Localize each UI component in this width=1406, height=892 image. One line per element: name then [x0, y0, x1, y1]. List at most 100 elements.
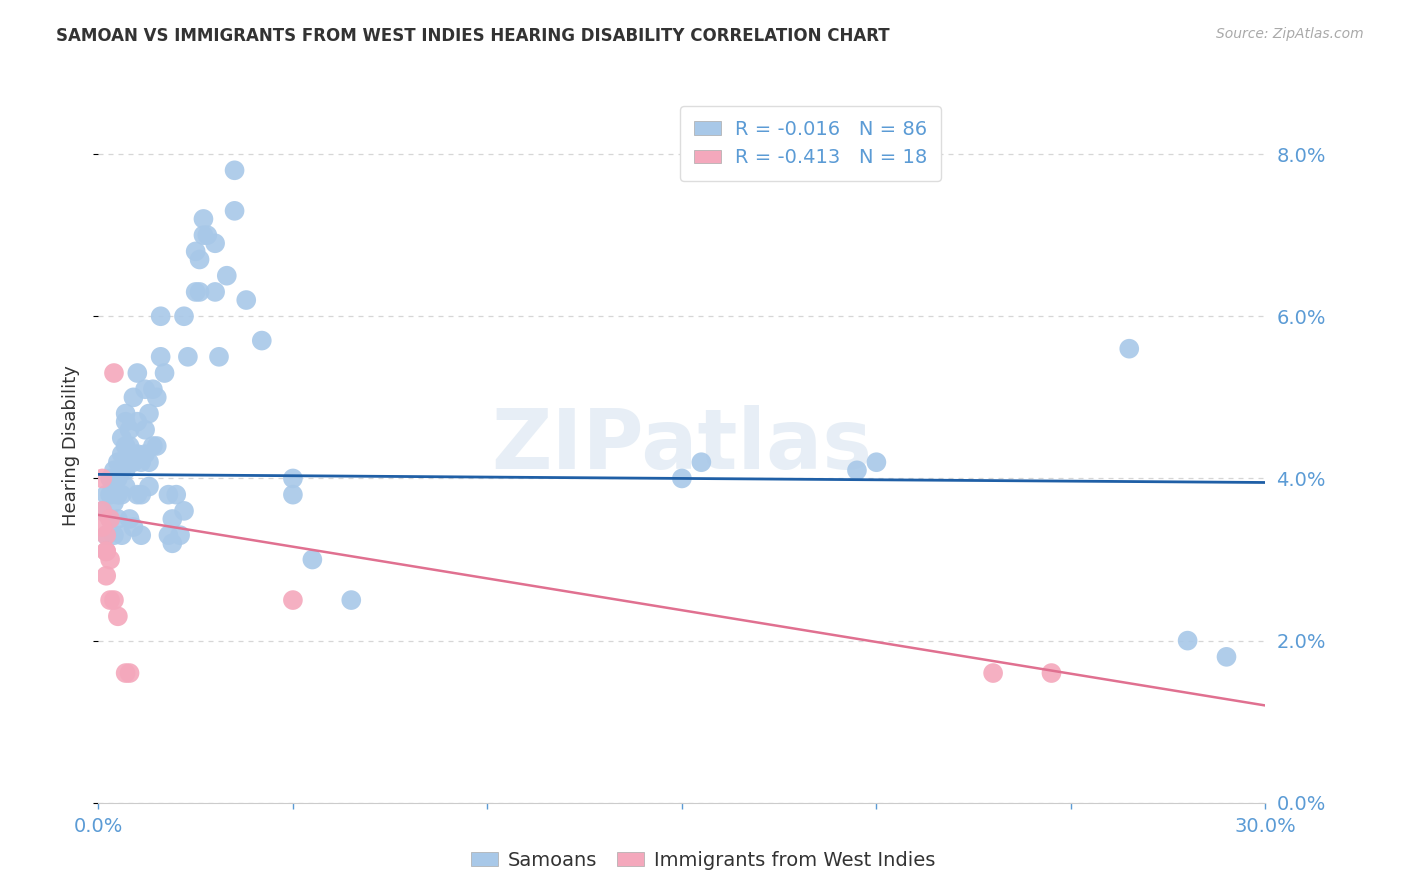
Point: [865, 455, 887, 469]
Point: [114, 407, 136, 421]
Point: [173, 310, 195, 324]
Point: [188, 285, 211, 299]
Point: [281, 488, 304, 502]
Point: [1040, 666, 1063, 681]
Point: [96, 488, 118, 502]
Point: [173, 504, 195, 518]
Point: [96, 544, 118, 558]
Point: [157, 528, 180, 542]
Point: [91, 504, 114, 518]
Point: [281, 593, 304, 607]
Point: [98, 512, 121, 526]
Point: [129, 488, 152, 502]
Point: [1215, 649, 1237, 664]
Point: [103, 463, 125, 477]
Point: [114, 439, 136, 453]
Point: [122, 520, 145, 534]
Point: [981, 666, 1004, 681]
Point: [153, 366, 176, 380]
Point: [195, 228, 218, 243]
Point: [122, 390, 145, 404]
Point: [103, 528, 125, 542]
Point: [96, 528, 118, 542]
Point: [127, 366, 149, 380]
Point: [169, 528, 191, 542]
Point: [301, 552, 323, 566]
Point: [142, 439, 165, 453]
Point: [149, 310, 172, 324]
Point: [103, 593, 125, 607]
Point: [138, 479, 160, 493]
Point: [134, 447, 156, 461]
Point: [96, 568, 118, 582]
Point: [193, 211, 215, 226]
Point: [96, 528, 118, 542]
Point: [118, 512, 141, 526]
Point: [146, 439, 169, 453]
Point: [91, 471, 114, 485]
Point: [235, 293, 257, 307]
Point: [208, 350, 231, 364]
Point: [122, 455, 145, 469]
Point: [111, 463, 134, 477]
Text: SAMOAN VS IMMIGRANTS FROM WEST INDIES HEARING DISABILITY CORRELATION CHART: SAMOAN VS IMMIGRANTS FROM WEST INDIES HE…: [56, 27, 890, 45]
Point: [281, 471, 304, 485]
Point: [134, 382, 156, 396]
Point: [114, 463, 136, 477]
Point: [118, 423, 141, 437]
Point: [98, 488, 121, 502]
Point: [111, 431, 134, 445]
Point: [157, 488, 180, 502]
Point: [204, 236, 226, 251]
Point: [138, 407, 160, 421]
Point: [184, 244, 207, 259]
Point: [107, 488, 129, 502]
Point: [103, 366, 125, 380]
Point: [118, 439, 141, 453]
Point: [340, 593, 363, 607]
Text: Source: ZipAtlas.com: Source: ZipAtlas.com: [1216, 27, 1364, 41]
Point: [138, 455, 160, 469]
Point: [111, 488, 134, 502]
Point: [165, 488, 187, 502]
Point: [107, 609, 129, 624]
Point: [177, 350, 200, 364]
Point: [114, 479, 136, 493]
Point: [146, 390, 169, 404]
Point: [193, 228, 215, 243]
Point: [846, 463, 869, 477]
Point: [91, 504, 114, 518]
Point: [188, 252, 211, 267]
Point: [129, 528, 152, 542]
Point: [111, 528, 134, 542]
Point: [96, 544, 118, 558]
Point: [671, 471, 693, 485]
Point: [1118, 342, 1140, 356]
Point: [91, 520, 114, 534]
Point: [127, 447, 149, 461]
Point: [103, 496, 125, 510]
Point: [162, 536, 184, 550]
Point: [224, 163, 246, 178]
Point: [118, 447, 141, 461]
Point: [204, 285, 226, 299]
Point: [162, 512, 184, 526]
Point: [114, 415, 136, 429]
Point: [134, 423, 156, 437]
Point: [142, 382, 165, 396]
Legend: Samoans, Immigrants from West Indies: Samoans, Immigrants from West Indies: [463, 843, 943, 878]
Point: [98, 512, 121, 526]
Point: [224, 203, 246, 218]
Point: [114, 666, 136, 681]
Point: [1177, 633, 1199, 648]
Point: [118, 666, 141, 681]
Point: [111, 447, 134, 461]
Point: [127, 415, 149, 429]
Point: [149, 350, 172, 364]
Point: [184, 285, 207, 299]
Y-axis label: Hearing Disability: Hearing Disability: [62, 366, 80, 526]
Point: [129, 455, 152, 469]
Point: [250, 334, 273, 348]
Point: [127, 488, 149, 502]
Point: [103, 479, 125, 493]
